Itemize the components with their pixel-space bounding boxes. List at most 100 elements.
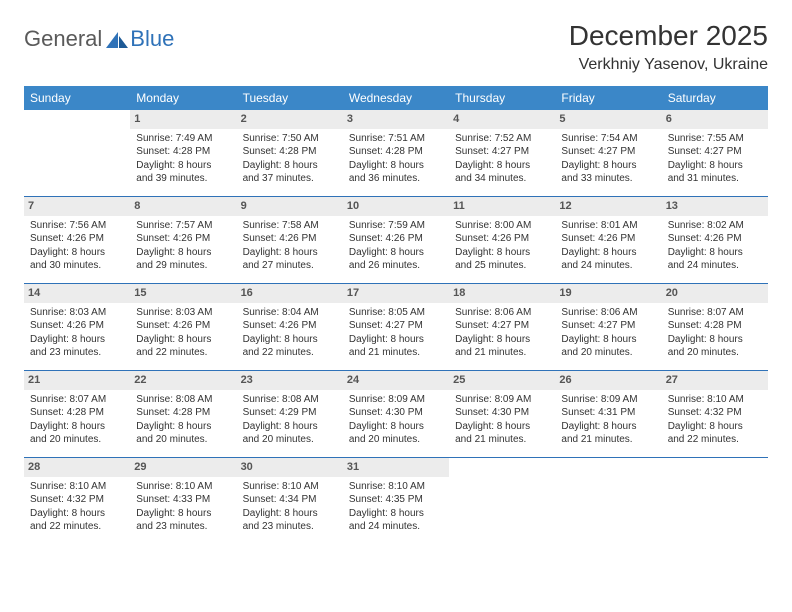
day-info-line: and 20 minutes. xyxy=(349,433,443,447)
day-info-line: Daylight: 8 hours xyxy=(243,246,337,260)
day-info-line: Sunrise: 7:57 AM xyxy=(136,219,230,233)
calendar-day-cell: 23Sunrise: 8:08 AMSunset: 4:29 PMDayligh… xyxy=(237,371,343,458)
day-info-line: and 31 minutes. xyxy=(668,172,762,186)
day-number: 12 xyxy=(555,197,661,216)
day-info-line: Sunrise: 7:50 AM xyxy=(243,132,337,146)
day-info-line: and 24 minutes. xyxy=(561,259,655,273)
calendar-day-cell: 8Sunrise: 7:57 AMSunset: 4:26 PMDaylight… xyxy=(130,197,236,284)
calendar-day-cell: 22Sunrise: 8:08 AMSunset: 4:28 PMDayligh… xyxy=(130,371,236,458)
day-info-line: Daylight: 8 hours xyxy=(243,333,337,347)
day-info-line: and 20 minutes. xyxy=(561,346,655,360)
day-info-line: Sunset: 4:26 PM xyxy=(668,232,762,246)
day-info-line: and 21 minutes. xyxy=(455,433,549,447)
day-info-line: Daylight: 8 hours xyxy=(136,333,230,347)
day-info-line: Daylight: 8 hours xyxy=(30,507,124,521)
calendar-day-cell: 7Sunrise: 7:56 AMSunset: 4:26 PMDaylight… xyxy=(24,197,130,284)
day-info-line: and 27 minutes. xyxy=(243,259,337,273)
calendar-day-cell: 14Sunrise: 8:03 AMSunset: 4:26 PMDayligh… xyxy=(24,284,130,371)
day-info-line: Sunset: 4:26 PM xyxy=(243,319,337,333)
day-number: 27 xyxy=(662,371,768,390)
calendar-day-cell: 15Sunrise: 8:03 AMSunset: 4:26 PMDayligh… xyxy=(130,284,236,371)
calendar-week-row: 21Sunrise: 8:07 AMSunset: 4:28 PMDayligh… xyxy=(24,371,768,458)
day-number: 7 xyxy=(24,197,130,216)
day-info-line: Daylight: 8 hours xyxy=(455,159,549,173)
day-info-line: Sunrise: 8:08 AM xyxy=(136,393,230,407)
day-number: 23 xyxy=(237,371,343,390)
day-number: 13 xyxy=(662,197,768,216)
calendar-day-cell: 26Sunrise: 8:09 AMSunset: 4:31 PMDayligh… xyxy=(555,371,661,458)
day-number: 19 xyxy=(555,284,661,303)
day-number: 17 xyxy=(343,284,449,303)
calendar-day-cell: 30Sunrise: 8:10 AMSunset: 4:34 PMDayligh… xyxy=(237,458,343,545)
title-block: December 2025 Verkhniy Yasenov, Ukraine xyxy=(569,20,768,74)
calendar-body: 1Sunrise: 7:49 AMSunset: 4:28 PMDaylight… xyxy=(24,110,768,544)
day-header: Saturday xyxy=(662,86,768,110)
day-info-line: Sunset: 4:27 PM xyxy=(668,145,762,159)
day-info-line: and 22 minutes. xyxy=(30,520,124,534)
day-info-line: Sunset: 4:33 PM xyxy=(136,493,230,507)
day-number: 28 xyxy=(24,458,130,477)
day-info-line: Sunset: 4:28 PM xyxy=(243,145,337,159)
day-info-line: Sunset: 4:30 PM xyxy=(455,406,549,420)
day-info-line: and 23 minutes. xyxy=(136,520,230,534)
calendar-week-row: 14Sunrise: 8:03 AMSunset: 4:26 PMDayligh… xyxy=(24,284,768,371)
day-number: 30 xyxy=(237,458,343,477)
day-number: 1 xyxy=(130,110,236,129)
calendar-day-cell: 16Sunrise: 8:04 AMSunset: 4:26 PMDayligh… xyxy=(237,284,343,371)
day-info-line: and 33 minutes. xyxy=(561,172,655,186)
logo-sail-icon xyxy=(106,32,128,48)
day-info-line: Sunset: 4:28 PM xyxy=(136,145,230,159)
day-info-line: Sunrise: 8:10 AM xyxy=(243,480,337,494)
day-info-line: Sunrise: 8:10 AM xyxy=(349,480,443,494)
day-info-line: and 36 minutes. xyxy=(349,172,443,186)
logo: General Blue xyxy=(24,26,174,52)
day-info-line: Sunset: 4:26 PM xyxy=(349,232,443,246)
day-info-line: Daylight: 8 hours xyxy=(561,246,655,260)
day-info-line: and 30 minutes. xyxy=(30,259,124,273)
calendar-day-cell xyxy=(662,458,768,545)
calendar-day-cell: 21Sunrise: 8:07 AMSunset: 4:28 PMDayligh… xyxy=(24,371,130,458)
calendar-day-cell xyxy=(555,458,661,545)
day-info-line: and 20 minutes. xyxy=(243,433,337,447)
day-number: 29 xyxy=(130,458,236,477)
calendar-day-cell: 31Sunrise: 8:10 AMSunset: 4:35 PMDayligh… xyxy=(343,458,449,545)
day-number: 8 xyxy=(130,197,236,216)
calendar-day-cell xyxy=(449,458,555,545)
day-info-line: Daylight: 8 hours xyxy=(136,159,230,173)
day-info-line: Daylight: 8 hours xyxy=(136,507,230,521)
day-info-line: Sunset: 4:27 PM xyxy=(455,145,549,159)
day-info-line: Daylight: 8 hours xyxy=(349,159,443,173)
day-info-line: Daylight: 8 hours xyxy=(243,159,337,173)
day-number: 2 xyxy=(237,110,343,129)
day-info-line: Daylight: 8 hours xyxy=(349,333,443,347)
day-header: Sunday xyxy=(24,86,130,110)
day-info-line: and 20 minutes. xyxy=(136,433,230,447)
day-info-line: and 20 minutes. xyxy=(30,433,124,447)
day-number: 5 xyxy=(555,110,661,129)
day-info-line: Daylight: 8 hours xyxy=(455,333,549,347)
day-info-line: Sunrise: 8:06 AM xyxy=(455,306,549,320)
calendar-day-cell: 1Sunrise: 7:49 AMSunset: 4:28 PMDaylight… xyxy=(130,110,236,197)
day-info-line: and 24 minutes. xyxy=(668,259,762,273)
day-number: 15 xyxy=(130,284,236,303)
day-info-line: and 24 minutes. xyxy=(349,520,443,534)
calendar-day-cell: 2 Sunrise: 7:50 AMSunset: 4:28 PMDaylight… xyxy=(237,110,343,197)
day-info-line: Daylight: 8 hours xyxy=(561,420,655,434)
calendar-day-cell: 10Sunrise: 7:59 AMSunset: 4:26 PMDayligh… xyxy=(343,197,449,284)
calendar-day-cell: 28Sunrise: 8:10 AMSunset: 4:32 PMDayligh… xyxy=(24,458,130,545)
day-info-line: and 21 minutes. xyxy=(349,346,443,360)
location-label: Verkhniy Yasenov, Ukraine xyxy=(569,56,768,74)
day-info-line: Sunset: 4:35 PM xyxy=(349,493,443,507)
month-title: December 2025 xyxy=(569,20,768,52)
calendar-day-cell: 20Sunrise: 8:07 AMSunset: 4:28 PMDayligh… xyxy=(662,284,768,371)
day-number: 10 xyxy=(343,197,449,216)
day-info-line: Daylight: 8 hours xyxy=(136,246,230,260)
day-info-line: Sunrise: 8:01 AM xyxy=(561,219,655,233)
day-info-line: Sunrise: 8:05 AM xyxy=(349,306,443,320)
day-number: 20 xyxy=(662,284,768,303)
calendar-day-cell: 13Sunrise: 8:02 AMSunset: 4:26 PMDayligh… xyxy=(662,197,768,284)
day-info-line: and 21 minutes. xyxy=(455,346,549,360)
calendar-week-row: 7Sunrise: 7:56 AMSunset: 4:26 PMDaylight… xyxy=(24,197,768,284)
day-number: 31 xyxy=(343,458,449,477)
day-header: Monday xyxy=(130,86,236,110)
